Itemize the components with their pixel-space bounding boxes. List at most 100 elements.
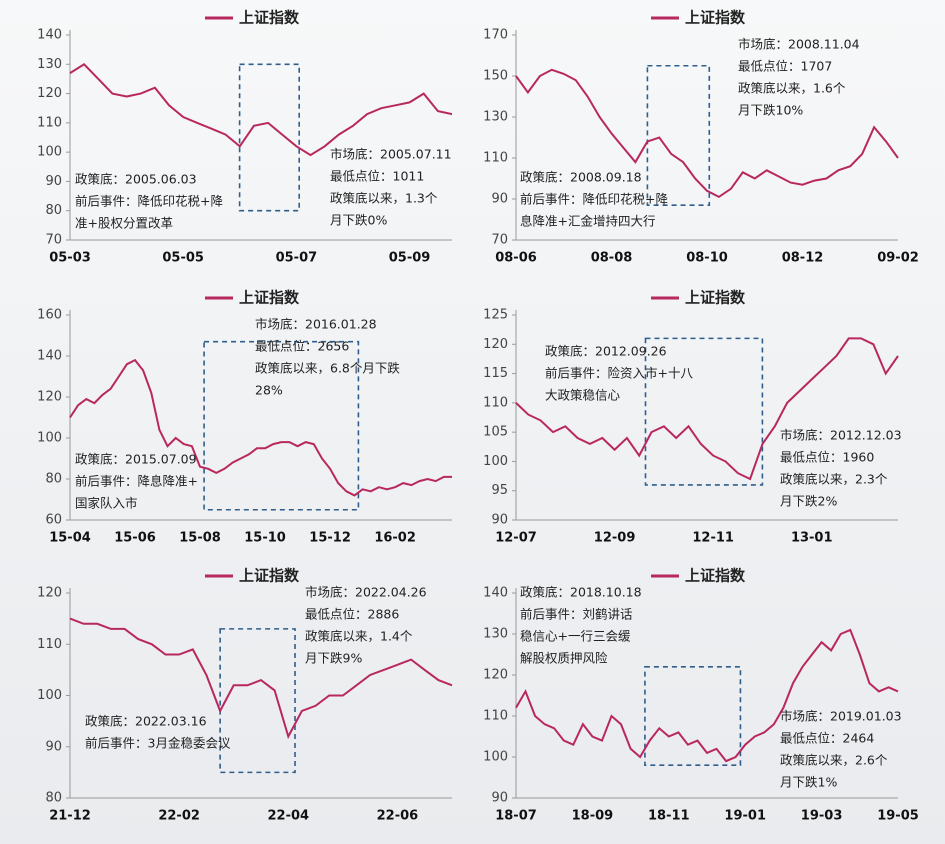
y-tick-label: 100 (37, 145, 62, 160)
highlight-box (219, 628, 296, 774)
y-tick-label: 60 (45, 513, 62, 528)
annotation: 政策底：2012.09.26 (545, 344, 667, 359)
x-tick-label: 05-05 (162, 251, 204, 266)
y-tick-label: 80 (45, 203, 62, 218)
index-line (515, 337, 899, 481)
x-tick-label: 15-08 (179, 531, 221, 546)
y-tick-label: 150 (483, 69, 508, 84)
annotation: 国家队入市 (75, 496, 138, 511)
annotation: 解股权质押风险 (520, 651, 608, 666)
legend-label: 上证指数 (239, 9, 300, 27)
annotation: 准+股权分置改革 (75, 216, 173, 231)
x-tick-label: 18-07 (495, 809, 537, 824)
x-tick-label: 21-12 (49, 809, 91, 824)
annotation: 最低点位：2656 (255, 339, 349, 354)
legend-label: 上证指数 (685, 567, 746, 585)
y-tick-label: 130 (483, 627, 508, 642)
annotation: 最低点位：2464 (780, 731, 874, 746)
annotation: 月下跌10% (738, 103, 803, 118)
annotation: 政策底：2008.09.18 (520, 170, 642, 185)
index-line (69, 63, 453, 157)
y-tick-label: 100 (483, 750, 508, 765)
x-tick-label: 12-09 (594, 531, 636, 546)
annotation: 最低点位：1707 (738, 59, 832, 74)
annotation: 最低点位：1011 (330, 169, 424, 184)
annotation: 政策底：2022.03.16 (85, 714, 207, 729)
index-line (69, 358, 452, 497)
y-tick-label: 115 (483, 366, 508, 381)
annotation: 政策底以来，6.8个月下跌 (255, 361, 400, 376)
y-tick-label: 90 (45, 174, 62, 189)
legend-label: 上证指数 (685, 289, 746, 307)
y-tick-label: 160 (37, 308, 62, 323)
annotation: 最低点位：2886 (305, 607, 399, 622)
x-tick-label: 22-06 (377, 809, 419, 824)
annotation: 前后事件：刘鹤讲话 (520, 607, 633, 622)
y-tick-label: 170 (483, 28, 508, 43)
y-tick-label: 130 (37, 57, 62, 72)
x-tick-label: 08-08 (591, 251, 633, 266)
y-tick-label: 90 (45, 739, 62, 754)
highlight-box (644, 337, 764, 486)
x-tick-label: 13-01 (791, 531, 833, 546)
y-tick-label: 120 (483, 668, 508, 683)
x-tick-label: 22-04 (267, 809, 309, 824)
highlight-box (203, 340, 360, 511)
annotation: 前后事件：降息降准+ (75, 474, 198, 489)
annotation: 大政策稳信心 (545, 388, 621, 403)
y-tick-label: 120 (483, 337, 508, 352)
x-tick-label: 19-03 (801, 809, 843, 824)
x-tick-label: 15-10 (244, 531, 286, 546)
annotation: 市场底：2019.01.03 (780, 709, 902, 724)
index-line (515, 68, 899, 199)
x-tick-label: 15-04 (49, 531, 91, 546)
legend-label: 上证指数 (239, 567, 300, 585)
legend-label: 上证指数 (239, 289, 300, 307)
y-tick-label: 120 (37, 86, 62, 101)
annotation: 政策底以来，2.3个 (780, 472, 888, 487)
annotation: 前后事件：3月金稳委会议 (85, 736, 231, 751)
annotation: 月下跌1% (780, 775, 837, 790)
annotation: 最低点位：1960 (780, 450, 874, 465)
annotation: 市场底：2005.07.11 (330, 147, 452, 162)
x-tick-label: 22-02 (158, 809, 200, 824)
y-tick-label: 70 (491, 233, 508, 248)
x-tick-label: 12-11 (692, 531, 734, 546)
y-tick-label: 90 (491, 513, 508, 528)
y-tick-label: 110 (37, 115, 62, 130)
x-tick-label: 08-10 (686, 251, 728, 266)
y-tick-label: 130 (483, 110, 508, 125)
annotation: 月下跌2% (780, 494, 837, 509)
annotation: 月下跌0% (330, 213, 387, 228)
x-tick-label: 18-11 (648, 809, 690, 824)
y-tick-label: 140 (483, 586, 508, 601)
annotation: 政策底：2018.10.18 (520, 585, 642, 600)
highlight-box (646, 64, 711, 206)
y-tick-label: 120 (37, 390, 62, 405)
annotation: 28% (255, 383, 283, 398)
y-tick-label: 100 (483, 454, 508, 469)
annotation: 政策底以来，1.6个 (738, 81, 846, 96)
annotation: 息降准+汇金增持四大行 (520, 214, 655, 229)
y-tick-label: 100 (37, 431, 62, 446)
highlight-box (644, 665, 742, 766)
x-tick-label: 19-05 (877, 809, 919, 824)
y-tick-label: 100 (37, 688, 62, 703)
legend-label: 上证指数 (685, 9, 746, 27)
y-tick-label: 110 (37, 637, 62, 652)
highlight-box (238, 63, 301, 212)
y-tick-label: 125 (483, 308, 508, 323)
y-tick-label: 140 (37, 28, 62, 43)
x-tick-label: 05-09 (389, 251, 431, 266)
annotation: 政策底以来，2.6个 (780, 753, 888, 768)
index-line (69, 617, 453, 740)
y-tick-label: 140 (37, 349, 62, 364)
y-tick-label: 110 (483, 151, 508, 166)
y-tick-label: 90 (491, 192, 508, 207)
y-tick-label: 110 (483, 395, 508, 410)
index-line (515, 628, 899, 763)
annotation: 政策底：2005.06.03 (75, 172, 197, 187)
annotation: 政策底以来，1.4个 (305, 629, 413, 644)
x-tick-label: 08-06 (495, 251, 537, 266)
